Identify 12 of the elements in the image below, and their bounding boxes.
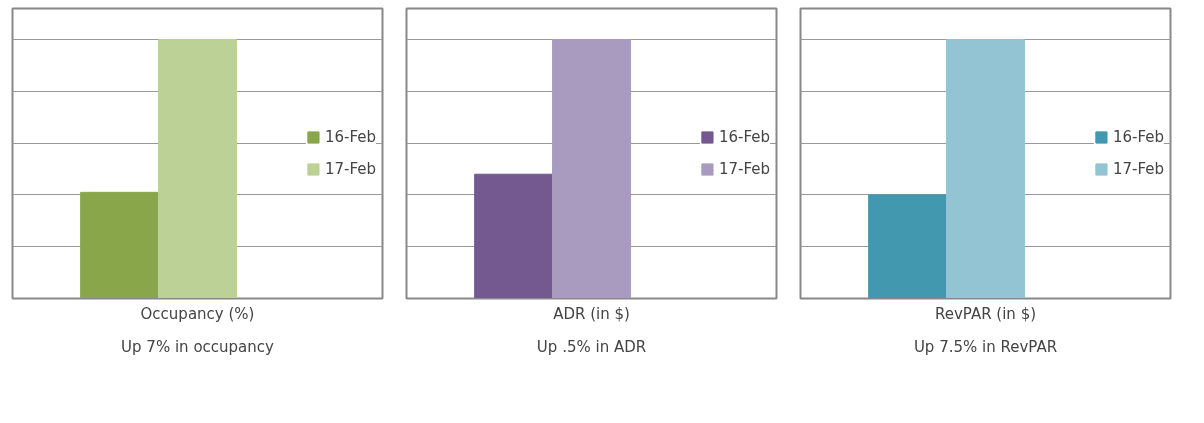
x-axis-title: RevPAR (in $) [934,304,1037,323]
legend-label: 16-Feb [718,128,770,146]
legend-label: 16-Feb [1112,128,1164,146]
text: Up 7.5% in RevPAR [913,337,1058,356]
legend-label: 16-Feb [324,128,376,146]
x-axis-title: Occupancy (%) [140,304,255,323]
legend-label: 17-Feb [324,160,376,178]
x-axis-title: ADR (in $) [553,304,630,323]
legend-label: 17-Feb [718,160,770,178]
text: Up 7% in occupancy [121,337,275,356]
legend-label: 17-Feb [1112,160,1164,178]
text: Up .5% in ADR [536,337,647,356]
